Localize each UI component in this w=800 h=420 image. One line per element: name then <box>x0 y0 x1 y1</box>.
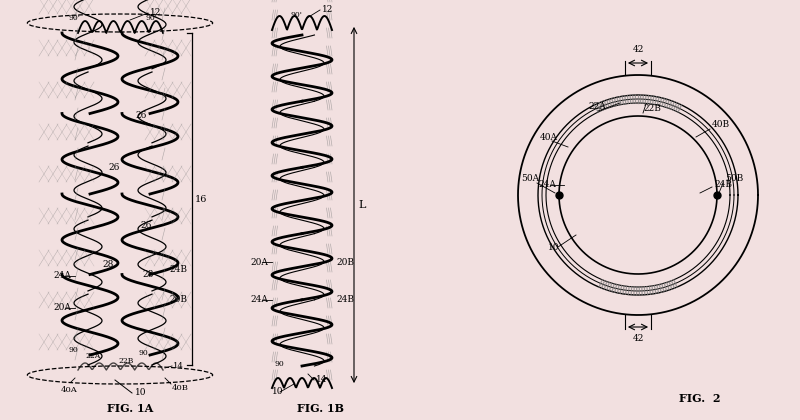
Text: 42: 42 <box>632 334 644 343</box>
Text: 26: 26 <box>135 111 146 120</box>
Text: 22B: 22B <box>643 104 661 113</box>
Text: 24B: 24B <box>336 295 354 304</box>
Text: 26: 26 <box>108 163 119 172</box>
Text: 24A: 24A <box>250 295 268 304</box>
Text: 26: 26 <box>140 221 151 230</box>
Text: 20B: 20B <box>169 295 187 304</box>
Text: 22A: 22A <box>588 102 606 111</box>
Text: 14: 14 <box>316 375 327 384</box>
Text: 40A: 40A <box>61 386 78 394</box>
Text: 24B: 24B <box>714 180 732 189</box>
Text: 40B: 40B <box>172 384 189 392</box>
Text: 28: 28 <box>102 260 114 269</box>
Text: 14: 14 <box>173 362 184 370</box>
Text: 20B: 20B <box>336 258 354 267</box>
Text: 28: 28 <box>142 270 154 279</box>
Text: FIG.  2: FIG. 2 <box>679 393 721 404</box>
Text: 50B: 50B <box>725 174 743 183</box>
Text: 16: 16 <box>195 194 207 204</box>
Text: 40B: 40B <box>712 120 730 129</box>
Text: 20A: 20A <box>53 303 71 312</box>
Text: 90': 90' <box>145 14 157 22</box>
Text: 90: 90 <box>68 346 78 354</box>
Text: L: L <box>358 200 366 210</box>
Text: 42: 42 <box>632 45 644 54</box>
Text: 90: 90 <box>274 360 284 368</box>
Text: 40A: 40A <box>540 133 558 142</box>
Text: 90': 90' <box>68 14 80 22</box>
Text: 12: 12 <box>150 8 162 17</box>
Text: 10: 10 <box>548 243 559 252</box>
Text: 90': 90' <box>290 11 302 19</box>
Text: 20A: 20A <box>250 258 268 267</box>
Text: 24A: 24A <box>538 180 556 189</box>
Text: 50A: 50A <box>521 174 539 183</box>
Text: 12: 12 <box>322 5 334 14</box>
Text: 24B: 24B <box>169 265 187 274</box>
Text: 22A: 22A <box>85 352 100 360</box>
Text: 10: 10 <box>135 388 146 397</box>
Text: 22B: 22B <box>118 357 134 365</box>
Text: 24A: 24A <box>53 271 71 280</box>
Text: 10: 10 <box>272 387 283 396</box>
Text: FIG. 1A: FIG. 1A <box>107 402 153 414</box>
Text: 90: 90 <box>138 349 148 357</box>
Text: FIG. 1B: FIG. 1B <box>297 402 343 414</box>
